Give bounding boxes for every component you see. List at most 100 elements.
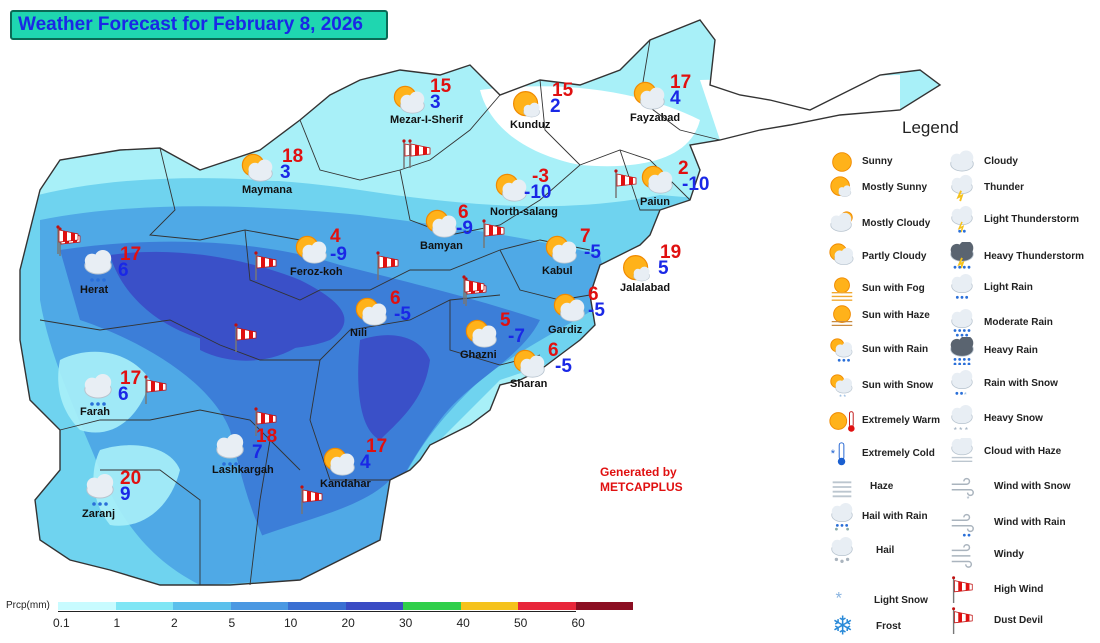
- precip-scale-swatch: [173, 602, 231, 610]
- windsock-icon: [404, 138, 434, 173]
- precip-scale-swatch: [518, 602, 576, 610]
- city-min-temp: -7: [508, 326, 525, 347]
- partly-cloudy-icon: [512, 348, 548, 389]
- light-thunderstorm-icon: [948, 206, 976, 239]
- partly-cloudy-icon: [240, 152, 276, 193]
- generated-by-line-2: METCAPPLUS: [600, 480, 683, 494]
- city-max-temp: 15: [552, 80, 574, 101]
- legend-item-label: Extremely Cold: [862, 448, 935, 459]
- sunny-icon: [828, 148, 856, 181]
- city-min-temp: -5: [555, 356, 572, 377]
- city-max-temp: 5: [500, 310, 511, 331]
- precip-scale-tick: 40: [456, 616, 470, 630]
- haze-icon: [828, 473, 856, 506]
- windsock-icon: [478, 218, 508, 253]
- city-name: Lashkargah: [212, 464, 274, 476]
- city-name: Ghazni: [460, 349, 497, 361]
- generated-by-line-1: Generated by: [600, 465, 677, 479]
- extremely-warm-icon: [828, 407, 856, 440]
- legend-item-label: Heavy Thunderstorm: [984, 251, 1085, 262]
- city-name: North-salang: [490, 206, 558, 218]
- dust-devil-icon: [948, 606, 976, 639]
- page-title: Weather Forecast for February 8, 2026: [10, 10, 388, 40]
- city-min-temp: 9: [120, 484, 131, 505]
- city-max-temp: 6: [390, 288, 401, 309]
- legend-item-label: Frost: [876, 621, 901, 632]
- city-min-temp: 3: [430, 92, 441, 113]
- city-max-temp: 6: [548, 340, 559, 361]
- svg-text:* * *: * * *: [954, 425, 969, 433]
- partly-cloudy-icon: [424, 208, 460, 249]
- legend-item-label: Mostly Sunny: [862, 182, 928, 193]
- precip-scale-swatch: [345, 602, 403, 610]
- svg-text:*: *: [964, 390, 967, 398]
- city-min-temp: 7: [252, 442, 263, 463]
- legend-item-label: High Wind: [994, 584, 1044, 595]
- city-name: Jalalabad: [620, 282, 671, 294]
- wind-rain-icon: [948, 509, 976, 542]
- legend-title: Legend: [902, 118, 959, 137]
- city-max-temp: 18: [282, 146, 304, 167]
- legend-item-label: Sun with Snow: [862, 380, 934, 391]
- city-name: Bamyan: [420, 240, 463, 252]
- windsock-icon: [372, 250, 402, 285]
- partly-cloudy-icon: [464, 318, 500, 359]
- heavy-thunderstorm-icon: [948, 240, 976, 275]
- legend-item-label: Windy: [994, 549, 1024, 560]
- city-min-temp: 3: [280, 162, 291, 183]
- legend-item-label: Cloudy: [984, 156, 1018, 167]
- precip-scale-tick: 30: [398, 616, 413, 630]
- legend-item-label: Wind with Snow: [994, 481, 1071, 492]
- hail-icon: [828, 537, 856, 570]
- partly-cloudy-icon: [552, 292, 588, 333]
- city-name: Gardiz: [548, 324, 583, 336]
- sun-snow-icon: * *: [828, 372, 856, 405]
- heavy-rain-icon: [948, 335, 976, 370]
- city-name: Mezar-I-Sherif: [390, 114, 463, 126]
- light-rain-icon: [80, 250, 116, 291]
- partly-cloudy-icon: [494, 172, 530, 213]
- windsock-icon: [52, 224, 82, 259]
- partly-cloudy-icon: [544, 234, 580, 275]
- city-max-temp: 4: [330, 226, 341, 247]
- precip-scale-tick: 1: [113, 616, 121, 630]
- precip-scale-swatch: [58, 602, 116, 610]
- city-name: Feroz-koh: [290, 266, 343, 278]
- city-min-temp: 2: [550, 96, 561, 117]
- precip-scale-swatch: [403, 602, 461, 610]
- windsock-icon: [230, 322, 260, 357]
- precip-scale-swatch: [288, 602, 346, 610]
- legend-item-label: Mostly Cloudy: [862, 218, 931, 229]
- mostly-cloudy-icon: [828, 209, 856, 242]
- city-min-temp: 6: [118, 384, 129, 405]
- light-rain-icon: [212, 434, 248, 475]
- city-name: Kunduz: [510, 119, 551, 131]
- legend-item-label: Extremely Warm: [862, 415, 940, 426]
- city-min-temp: -9: [330, 244, 347, 265]
- moderate-rain-icon: [948, 309, 976, 342]
- city-min-temp: -10: [524, 182, 552, 203]
- city-max-temp: 19: [660, 242, 682, 263]
- legend-item-label: Thunder: [984, 182, 1024, 193]
- city-min-temp: 4: [670, 88, 681, 109]
- frost-icon: ❄: [828, 610, 856, 643]
- mostly-sunny-icon: [620, 252, 656, 293]
- legend-item-label: Moderate Rain: [984, 317, 1053, 328]
- legend-item-label: Hail: [876, 545, 895, 556]
- city-name: Farah: [80, 406, 110, 418]
- svg-text:❄: ❄: [832, 610, 854, 638]
- cloud-haze-icon: [948, 436, 976, 471]
- city-max-temp: 20: [120, 468, 142, 489]
- city-name: Zaranj: [82, 508, 116, 520]
- light-rain-icon: [82, 474, 118, 515]
- rain-snow-icon: *: [948, 370, 976, 403]
- legend-item-label: Sun with Haze: [862, 310, 930, 321]
- city-max-temp: 6: [588, 284, 599, 305]
- legend-item-label: Dust Devil: [994, 615, 1043, 626]
- city-name: Sharan: [510, 378, 548, 390]
- city-name: Herat: [80, 284, 109, 296]
- city-min-temp: -5: [588, 300, 605, 321]
- legend-item-label: Light Snow: [874, 595, 928, 606]
- legend-item-label: Hail with Rain: [862, 511, 928, 522]
- city-name: Nili: [350, 327, 368, 339]
